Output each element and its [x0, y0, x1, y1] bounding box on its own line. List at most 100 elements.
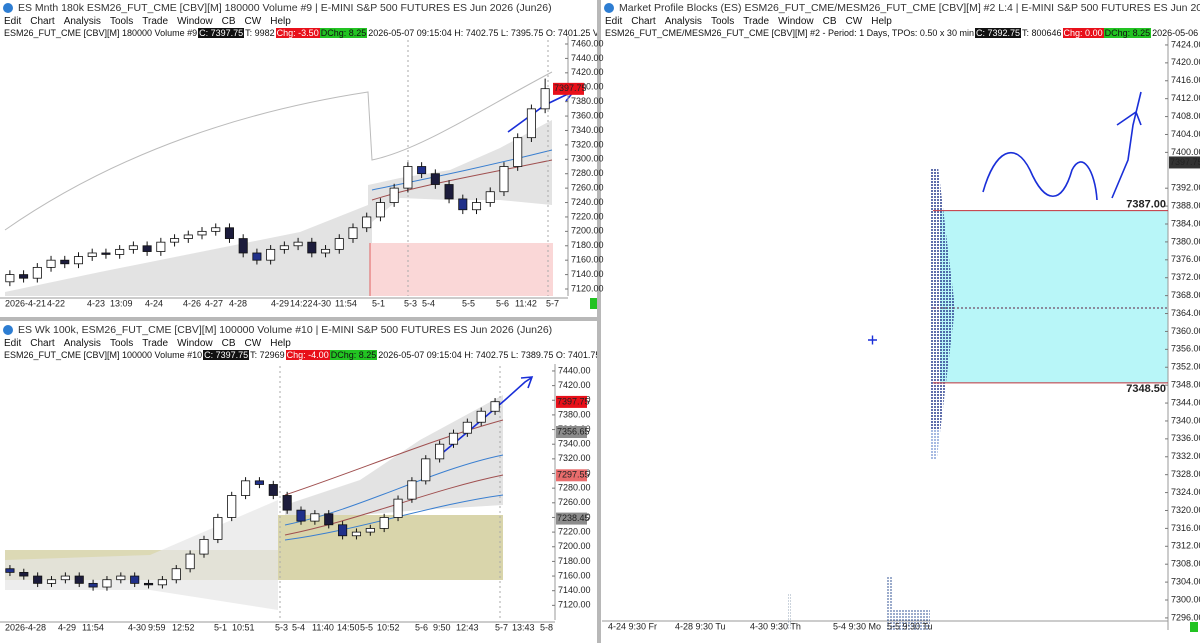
x-tick-label: 5-3	[404, 298, 417, 308]
candle-body	[540, 88, 550, 110]
y-tick-label: 7316.00	[1171, 523, 1200, 533]
candle-body	[321, 248, 331, 254]
menu-item[interactable]: Trade	[743, 16, 770, 27]
menu-item[interactable]: Help	[270, 338, 291, 349]
menu-item[interactable]: Chart	[30, 338, 55, 349]
y-tick-label: 7160.00	[558, 570, 591, 580]
info-field: ESM26_FUT_CME/MESM26_FUT_CME [CBV][M] #2…	[605, 28, 974, 38]
menu-item[interactable]: Window	[177, 338, 213, 349]
y-tick-label: 7340.00	[571, 125, 604, 135]
menu-item[interactable]: Analysis	[664, 16, 702, 27]
x-tick-label: 14:22	[290, 298, 313, 308]
y-tick-label: 7408.00	[1171, 111, 1200, 121]
candle-body	[266, 248, 276, 261]
menu-item[interactable]: Help	[871, 16, 892, 27]
candle-body	[417, 166, 427, 175]
candle-body	[19, 274, 29, 279]
menu-item[interactable]: Tools	[710, 16, 735, 27]
menu-item[interactable]: Trade	[142, 16, 169, 27]
menu-item[interactable]: Chart	[631, 16, 656, 27]
candle-body	[116, 575, 126, 581]
candle-body	[462, 421, 472, 434]
x-tick-label: 9:59	[148, 622, 166, 632]
menu-item[interactable]: Tools	[109, 338, 134, 349]
x-tick-label: 4-26	[183, 298, 201, 308]
y-tick-label: 7300.00	[1171, 594, 1200, 604]
menu-item[interactable]: Analysis	[63, 16, 101, 27]
candle-body	[46, 259, 56, 268]
info-field: ESM26_FUT_CME [CBV][M] 100000 Volume #10	[4, 350, 203, 360]
candle-body	[32, 266, 42, 279]
x-tick-label: 5-1	[372, 298, 385, 308]
y-tick-label: 7376.00	[1171, 254, 1200, 264]
candle-body	[128, 245, 138, 250]
info-line: ESM26_FUT_CME/MESM26_FUT_CME [CBV][M] #2…	[601, 28, 1200, 39]
menu-item[interactable]: Window	[778, 16, 814, 27]
info-field: C: 7397.75	[198, 28, 245, 38]
x-tick-label: 10:52	[377, 622, 400, 632]
menu-item[interactable]: CB	[822, 16, 837, 27]
menu-item[interactable]: CW	[244, 16, 262, 27]
menu-item[interactable]: Analysis	[63, 338, 101, 349]
candle-body	[513, 137, 523, 167]
candle-body	[471, 202, 482, 211]
x-tick-label: 4-30	[128, 622, 146, 632]
candle-body	[142, 245, 152, 252]
y-tick-label: 7392.00	[1171, 183, 1200, 193]
menu-item[interactable]: Window	[177, 16, 213, 27]
candle-body	[421, 458, 431, 482]
y-tick-label: 7356.00	[1171, 344, 1200, 354]
annotation	[1111, 91, 1142, 199]
price-label: 7356.65	[557, 426, 590, 436]
x-tick-label: 4-22	[47, 298, 65, 308]
candle-body	[5, 274, 15, 283]
splitter	[0, 317, 597, 321]
x-tick-label: 2026-4-28	[5, 622, 46, 632]
candle-body	[393, 498, 403, 518]
splitter	[597, 0, 601, 643]
x-tick-label: 11:42	[515, 298, 537, 308]
y-tick-label: 7352.00	[1171, 362, 1200, 372]
y-tick-label: 7180.00	[571, 240, 604, 250]
candle-body	[183, 234, 193, 239]
x-tick-label: 4-23	[87, 298, 105, 308]
info-field: Chg: -4.00	[285, 350, 330, 360]
value-area-low-label: 7348.50	[1126, 383, 1166, 395]
candle-body	[444, 184, 454, 200]
annotation	[982, 151, 1098, 201]
menu-item[interactable]: CW	[845, 16, 863, 27]
info-field: T: 800646	[1022, 28, 1062, 38]
value-area-high-label: 7387.00	[1126, 198, 1166, 210]
candle-body	[130, 575, 140, 584]
menu-item[interactable]: Edit	[4, 338, 22, 349]
candle-body	[526, 108, 536, 139]
info-field: DChg: 8.25	[1103, 28, 1152, 38]
menu-item[interactable]: CB	[221, 16, 236, 27]
candle-body	[499, 166, 509, 193]
y-tick-label: 7404.00	[1171, 129, 1200, 139]
candle-body	[379, 517, 389, 529]
menu-item[interactable]: Edit	[605, 16, 623, 27]
candle-body	[476, 410, 486, 423]
y-tick-label: 7160.00	[571, 255, 604, 265]
menu-item[interactable]: Help	[270, 16, 291, 27]
price-label: 7397.75	[557, 396, 590, 406]
menu-item[interactable]: Trade	[142, 338, 169, 349]
y-tick-label: 7360.00	[1171, 326, 1200, 336]
y-tick-label: 7412.00	[1171, 93, 1200, 103]
x-tick-label: 5-5 9:30 Tu	[887, 621, 933, 631]
x-tick-label: 4-24	[145, 298, 163, 308]
menu-item[interactable]: Tools	[109, 16, 134, 27]
menu-item[interactable]: CB	[221, 338, 236, 349]
x-tick-label: 4-27	[205, 298, 223, 308]
menu-item[interactable]: Chart	[30, 16, 55, 27]
menu-bar: Edit Chart Analysis Tools Trade Window CB CW Hel…	[601, 16, 1200, 28]
band	[5, 120, 552, 296]
title-text: ES Mnth 180k ESM26_FUT_CME [CBV][M] 1800…	[18, 2, 552, 14]
y-tick-label: 7340.00	[1171, 415, 1200, 425]
menu-item[interactable]: Edit	[4, 16, 22, 27]
candle-body	[293, 241, 303, 247]
menu-item[interactable]: CW	[244, 338, 262, 349]
